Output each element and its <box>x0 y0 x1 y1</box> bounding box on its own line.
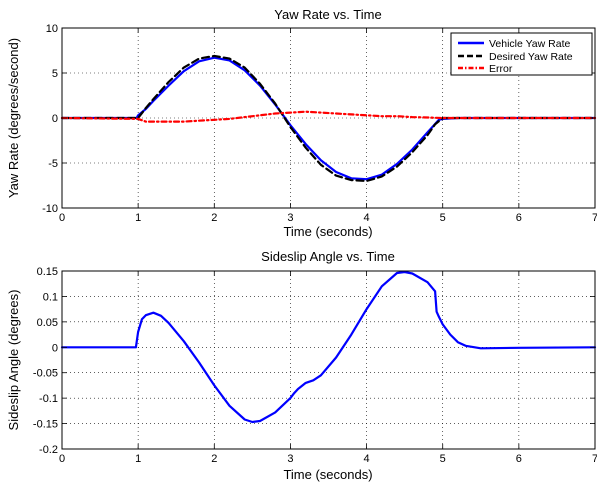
x-tick-label: 7 <box>592 212 597 224</box>
yaw-rate-legend: Vehicle Yaw Rate Desired Yaw Rate Error <box>450 32 593 76</box>
y-tick-label: -0.1 <box>39 393 58 405</box>
x-tick-label: 1 <box>135 212 141 224</box>
legend-label-desired-yaw-rate: Desired Yaw Rate <box>489 51 573 63</box>
y-tick-label: -0.2 <box>39 444 58 456</box>
x-tick-label: 7 <box>592 453 597 465</box>
x-tick-label: 0 <box>59 212 65 224</box>
y-tick-label: 5 <box>52 68 58 80</box>
y-tick-label: -0.05 <box>33 368 58 380</box>
yaw-rate-ticks: 0 1 2 3 4 5 6 7 -10 -5 0 5 10 <box>42 23 597 224</box>
legend-box <box>450 32 593 76</box>
x-tick-label: 4 <box>364 453 370 465</box>
x-tick-label: 2 <box>211 212 217 224</box>
yaw-rate-series <box>60 54 597 183</box>
legend-label-vehicle-yaw-rate: Vehicle Yaw Rate <box>489 38 570 50</box>
sideslip-title: Sideslip Angle vs. Time <box>261 249 395 264</box>
sideslip-x-axis-label: Time (seconds) <box>283 467 372 482</box>
legend-label-error: Error <box>489 63 513 75</box>
sideslip-angle-chart: Sideslip Angle vs. Time 0 1 2 3 4 5 6 7 -0.2 -0.1… <box>6 249 597 482</box>
yaw-rate-y-axis-label: Yaw Rate (degrees/second) <box>6 38 21 198</box>
y-tick-label: 0.1 <box>43 291 58 303</box>
x-tick-label: 6 <box>516 212 522 224</box>
sideslip-ticks: 0 1 2 3 4 5 6 7 -0.2 -0.15 -0.1 -0.05 0 0.05 0.1 0.15 <box>33 266 597 465</box>
yaw-rate-x-axis-label: Time (seconds) <box>283 224 372 239</box>
yaw-rate-series-vehicle-yaw-rate <box>60 56 597 181</box>
sideslip-plot-area <box>62 271 595 449</box>
x-tick-label: 3 <box>287 212 293 224</box>
x-tick-label: 0 <box>59 453 65 465</box>
y-tick-label: 0.15 <box>37 266 58 278</box>
x-tick-label: 5 <box>440 212 446 224</box>
y-tick-label: 0.05 <box>37 317 58 329</box>
yaw-rate-series-desired-yaw-rate <box>60 54 597 183</box>
y-tick-label: 0 <box>52 113 58 125</box>
x-tick-label: 4 <box>364 212 370 224</box>
x-tick-label: 3 <box>287 453 293 465</box>
x-tick-label: 5 <box>440 453 446 465</box>
x-tick-label: 6 <box>516 453 522 465</box>
yaw-rate-series-error <box>60 110 597 123</box>
y-tick-label: -5 <box>48 158 58 170</box>
y-tick-label: 10 <box>46 23 58 35</box>
x-tick-label: 1 <box>135 453 141 465</box>
y-tick-label: -0.15 <box>33 419 58 431</box>
yaw-rate-chart: Yaw Rate vs. Time 0 1 2 3 4 5 6 7 -10 -5 0 5 10 Time… <box>6 7 597 239</box>
sideslip-plot-frame <box>61 270 596 450</box>
x-tick-label: 2 <box>211 453 217 465</box>
yaw-rate-title: Yaw Rate vs. Time <box>274 7 381 22</box>
sideslip-series-sideslip-angle <box>60 270 597 424</box>
y-tick-label: 0 <box>52 342 58 354</box>
sideslip-y-axis-label: Sideslip Angle (degrees) <box>6 290 21 431</box>
y-tick-label: -10 <box>42 203 58 215</box>
sideslip-series <box>60 270 597 424</box>
